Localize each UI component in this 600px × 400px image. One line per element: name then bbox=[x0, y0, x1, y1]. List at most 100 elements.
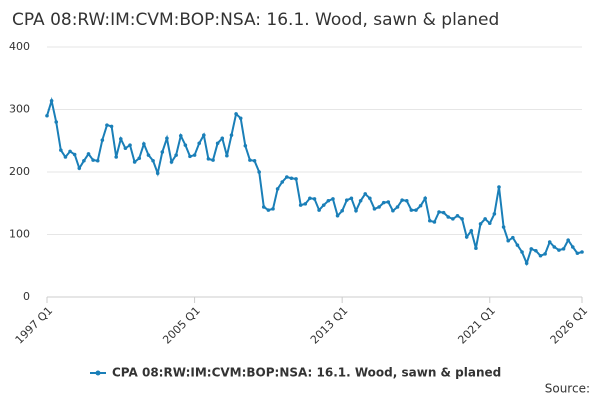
series-line bbox=[46, 96, 583, 267]
data-point bbox=[428, 218, 432, 223]
data-point bbox=[178, 133, 183, 138]
data-point bbox=[45, 113, 49, 118]
data-point bbox=[132, 160, 137, 164]
data-point bbox=[298, 203, 303, 207]
data-point bbox=[515, 243, 520, 247]
data-point bbox=[77, 166, 82, 171]
data-point bbox=[192, 153, 197, 157]
x-tick-label: 2026 Q1 bbox=[548, 304, 591, 347]
data-point bbox=[349, 196, 354, 201]
data-point bbox=[478, 222, 483, 226]
x-tick-label: 2021 Q1 bbox=[455, 304, 498, 347]
data-point bbox=[261, 205, 266, 209]
data-point bbox=[294, 177, 298, 181]
data-point bbox=[321, 203, 326, 207]
data-point bbox=[557, 248, 561, 252]
data-point bbox=[91, 158, 95, 162]
y-tick-label: 200 bbox=[9, 165, 30, 178]
data-point bbox=[520, 250, 524, 254]
legend-marker bbox=[95, 370, 101, 376]
data-point bbox=[59, 148, 63, 152]
y-tick-label: 400 bbox=[9, 40, 30, 53]
data-point bbox=[432, 220, 437, 224]
data-point bbox=[497, 185, 501, 189]
data-point bbox=[534, 248, 538, 253]
data-point bbox=[289, 176, 294, 181]
data-point bbox=[580, 250, 584, 254]
data-point bbox=[511, 235, 515, 240]
data-point bbox=[446, 215, 451, 219]
source: Source: bbox=[545, 382, 590, 396]
data-point bbox=[372, 207, 377, 211]
data-point bbox=[395, 205, 400, 209]
data-point bbox=[95, 158, 100, 163]
data-point bbox=[377, 205, 381, 209]
data-point bbox=[464, 235, 469, 239]
data-point bbox=[280, 180, 285, 184]
x-tick-label: 1997 Q1 bbox=[13, 304, 56, 347]
data-point bbox=[566, 238, 570, 242]
data-point bbox=[326, 198, 331, 203]
data-point bbox=[474, 246, 478, 251]
data-point bbox=[211, 158, 215, 162]
data-point bbox=[72, 152, 77, 157]
data-point bbox=[409, 208, 414, 212]
data-point bbox=[441, 210, 446, 215]
data-point bbox=[215, 141, 220, 146]
data-point bbox=[506, 238, 511, 243]
data-point bbox=[455, 213, 460, 218]
data-point bbox=[229, 133, 234, 137]
data-point bbox=[86, 152, 91, 156]
data-point bbox=[82, 158, 86, 163]
data-point bbox=[423, 196, 427, 201]
data-point bbox=[437, 210, 441, 214]
data-point bbox=[49, 98, 54, 103]
data-point bbox=[266, 208, 271, 212]
y-tick-label: 300 bbox=[9, 103, 30, 116]
data-point bbox=[404, 198, 409, 203]
data-point bbox=[220, 136, 225, 141]
x-tick-label: 2013 Q1 bbox=[308, 304, 351, 347]
data-point bbox=[54, 120, 59, 124]
data-point bbox=[234, 112, 238, 116]
data-point bbox=[174, 153, 178, 157]
data-point bbox=[63, 155, 68, 159]
data-point bbox=[248, 158, 252, 162]
data-point bbox=[206, 157, 211, 161]
data-point bbox=[68, 149, 72, 154]
data-point bbox=[529, 247, 534, 251]
data-point bbox=[547, 240, 552, 244]
data-point bbox=[202, 133, 206, 137]
data-point bbox=[469, 228, 474, 233]
data-point bbox=[197, 141, 201, 146]
data-point bbox=[524, 261, 529, 266]
data-point bbox=[123, 146, 128, 151]
data-point bbox=[414, 208, 418, 212]
data-point bbox=[271, 207, 275, 211]
data-point bbox=[492, 212, 497, 216]
data-point bbox=[451, 217, 455, 221]
data-point bbox=[552, 245, 557, 249]
data-point bbox=[331, 197, 335, 201]
data-point bbox=[501, 225, 506, 229]
data-point bbox=[142, 142, 146, 146]
chart-title: CPA 08:RW:IM:CVM:BOP:NSA: 16.1. Wood, sa… bbox=[12, 10, 499, 30]
data-point bbox=[118, 137, 123, 141]
legend-label: CPA 08:RW:IM:CVM:BOP:NSA: 16.1. Wood, sa… bbox=[112, 366, 501, 380]
data-point bbox=[257, 170, 261, 174]
data-point bbox=[340, 208, 344, 213]
x-tick-label: 2005 Q1 bbox=[160, 304, 203, 347]
data-point bbox=[137, 156, 142, 161]
data-point bbox=[543, 252, 547, 256]
data-point bbox=[354, 208, 358, 213]
data-point bbox=[460, 217, 464, 221]
data-point bbox=[169, 160, 174, 164]
data-point bbox=[128, 143, 132, 147]
data-point bbox=[183, 143, 188, 147]
data-point bbox=[381, 200, 386, 205]
data-point bbox=[155, 171, 160, 176]
data-point bbox=[243, 143, 248, 148]
data-point bbox=[160, 150, 165, 154]
data-point bbox=[386, 200, 391, 204]
